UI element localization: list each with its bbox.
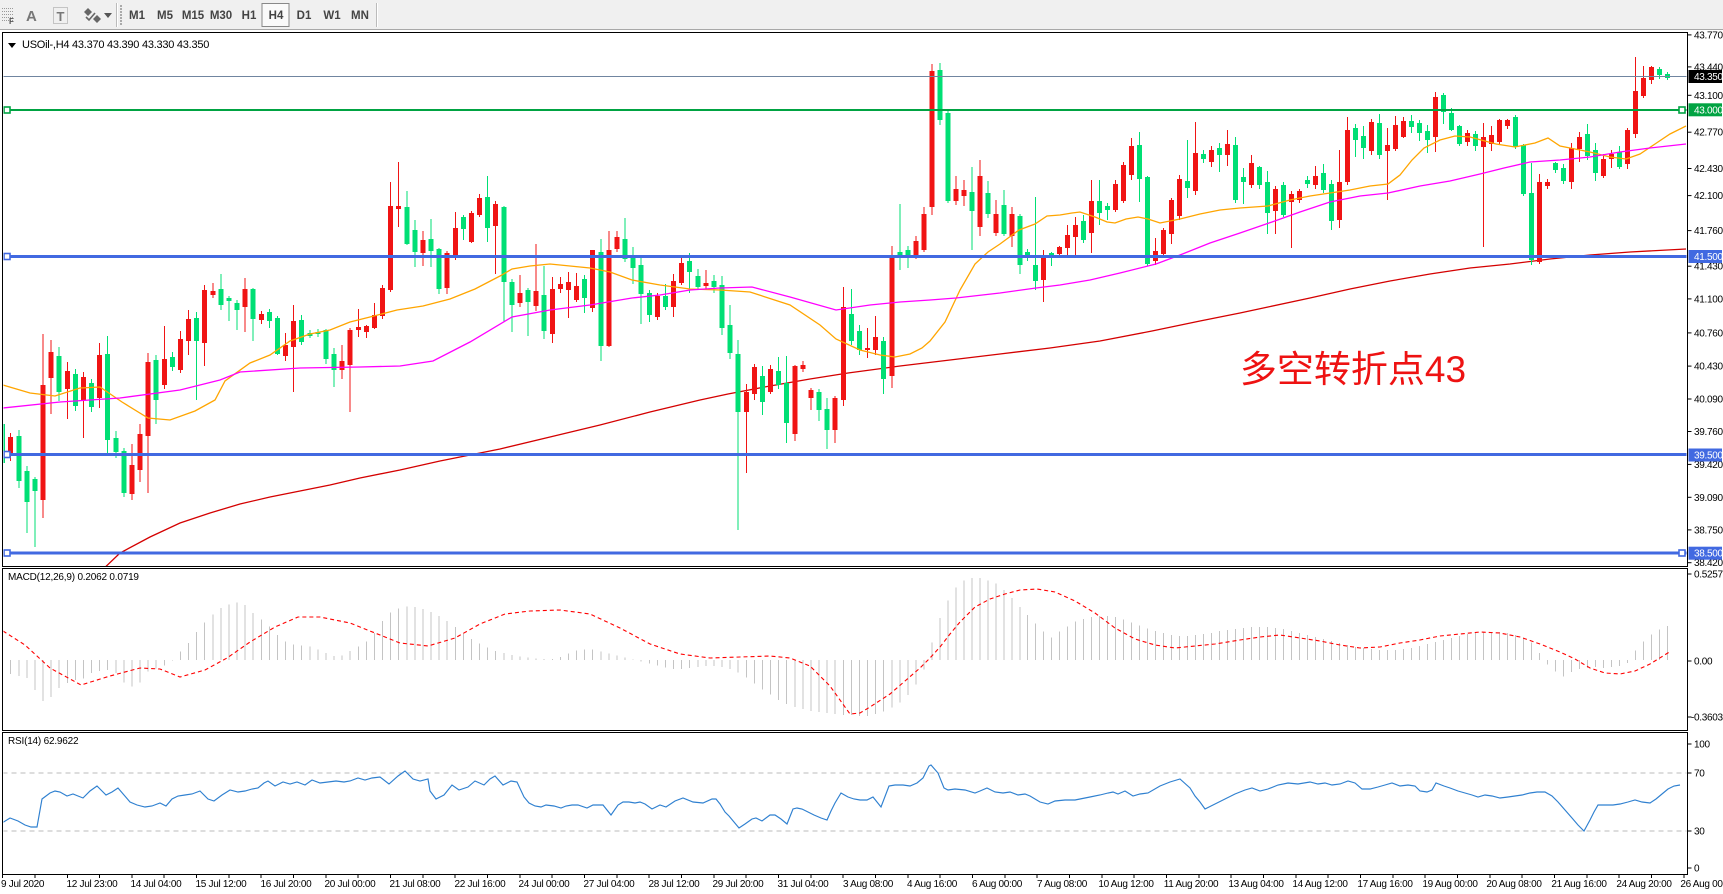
svg-text:24 Aug 20:00: 24 Aug 20:00 [1616, 879, 1672, 890]
svg-text:MN: MN [351, 10, 369, 22]
svg-text:17 Aug 16:00: 17 Aug 16:00 [1357, 879, 1413, 890]
svg-text:40.760: 40.760 [1694, 328, 1723, 339]
svg-text:RSI(14) 62.9622: RSI(14) 62.9622 [8, 736, 79, 747]
svg-text:42.430: 42.430 [1694, 164, 1723, 175]
svg-text:M30: M30 [210, 10, 232, 22]
svg-text:28 Jul 12:00: 28 Jul 12:00 [649, 879, 701, 890]
svg-text:21 Aug 16:00: 21 Aug 16:00 [1551, 879, 1607, 890]
svg-text:39.090: 39.090 [1694, 493, 1723, 504]
svg-text:43.440: 43.440 [1694, 62, 1723, 73]
svg-text:38.750: 38.750 [1694, 525, 1723, 536]
svg-text:20 Jul 00:00: 20 Jul 00:00 [325, 879, 377, 890]
svg-text:F: F [9, 17, 14, 26]
svg-text:0: 0 [1694, 864, 1700, 875]
svg-text:11 Aug 20:00: 11 Aug 20:00 [1164, 879, 1219, 890]
svg-text:19 Aug 00:00: 19 Aug 00:00 [1422, 879, 1478, 890]
svg-text:10 Aug 12:00: 10 Aug 12:00 [1098, 879, 1154, 890]
svg-text:A: A [26, 8, 37, 25]
svg-text:MACD(12,26,9) 0.2062 0.0719: MACD(12,26,9) 0.2062 0.0719 [8, 572, 139, 583]
svg-text:14 Aug 12:00: 14 Aug 12:00 [1292, 879, 1348, 890]
svg-text:16 Jul 20:00: 16 Jul 20:00 [261, 879, 313, 890]
svg-text:9 Jul 2020: 9 Jul 2020 [1, 879, 45, 890]
svg-text:42.100: 42.100 [1694, 191, 1723, 202]
svg-text:24 Jul 00:00: 24 Jul 00:00 [519, 879, 571, 890]
svg-text:H1: H1 [242, 10, 257, 22]
svg-text:43.000: 43.000 [1694, 105, 1723, 116]
svg-text:40.430: 40.430 [1694, 362, 1723, 373]
svg-text:多空转折点43: 多空转折点43 [1240, 349, 1466, 390]
svg-text:38.500: 38.500 [1694, 549, 1723, 560]
svg-text:41.500: 41.500 [1694, 252, 1723, 263]
svg-text:26 Aug 00:00: 26 Aug 00:00 [1680, 879, 1723, 890]
svg-text:USOil-,H4 43.370 43.390 43.33: USOil-,H4 43.370 43.390 43.330 43.350 [22, 39, 209, 51]
svg-text:3 Aug 08:00: 3 Aug 08:00 [843, 879, 894, 890]
svg-text:31 Jul 04:00: 31 Jul 04:00 [778, 879, 830, 890]
svg-text:38.420: 38.420 [1694, 558, 1723, 569]
svg-text:M15: M15 [182, 10, 205, 22]
svg-text:43.350: 43.350 [1694, 72, 1723, 83]
svg-text:41.100: 41.100 [1694, 294, 1723, 305]
svg-text:29 Jul 20:00: 29 Jul 20:00 [713, 879, 765, 890]
svg-text:0.5257: 0.5257 [1694, 570, 1723, 581]
svg-text:M1: M1 [129, 10, 146, 22]
svg-text:30: 30 [1694, 827, 1705, 838]
svg-text:20 Aug 08:00: 20 Aug 08:00 [1486, 879, 1542, 890]
svg-text:22 Jul 16:00: 22 Jul 16:00 [455, 879, 507, 890]
svg-text:W1: W1 [323, 10, 341, 22]
svg-text:39.500: 39.500 [1694, 451, 1723, 462]
svg-text:M5: M5 [157, 10, 174, 22]
svg-text:100: 100 [1694, 740, 1711, 751]
svg-text:70: 70 [1694, 769, 1705, 780]
svg-text:41.760: 41.760 [1694, 226, 1723, 237]
svg-text:14 Jul 04:00: 14 Jul 04:00 [131, 879, 183, 890]
svg-text:43.100: 43.100 [1694, 91, 1723, 102]
svg-text:42.770: 42.770 [1694, 128, 1723, 139]
svg-text:H4: H4 [269, 10, 284, 22]
svg-text:6 Aug 00:00: 6 Aug 00:00 [972, 879, 1023, 890]
svg-text:41.430: 41.430 [1694, 262, 1723, 273]
svg-text:0.00: 0.00 [1694, 657, 1713, 668]
svg-text:15 Jul 12:00: 15 Jul 12:00 [196, 879, 248, 890]
svg-text:39.760: 39.760 [1694, 427, 1723, 438]
svg-text:7 Aug 08:00: 7 Aug 08:00 [1037, 879, 1088, 890]
svg-text:D1: D1 [297, 10, 312, 22]
svg-text:21 Jul 08:00: 21 Jul 08:00 [390, 879, 442, 890]
svg-text:4 Aug 16:00: 4 Aug 16:00 [907, 879, 958, 890]
svg-text:43.770: 43.770 [1694, 30, 1723, 41]
svg-text:-0.3603: -0.3603 [1691, 713, 1723, 724]
svg-text:40.090: 40.090 [1694, 395, 1723, 406]
svg-text:T: T [57, 9, 65, 24]
svg-text:39.420: 39.420 [1694, 460, 1723, 471]
svg-text:13 Aug 04:00: 13 Aug 04:00 [1228, 879, 1284, 890]
svg-text:12 Jul 23:00: 12 Jul 23:00 [67, 879, 119, 890]
svg-text:27 Jul 04:00: 27 Jul 04:00 [584, 879, 636, 890]
